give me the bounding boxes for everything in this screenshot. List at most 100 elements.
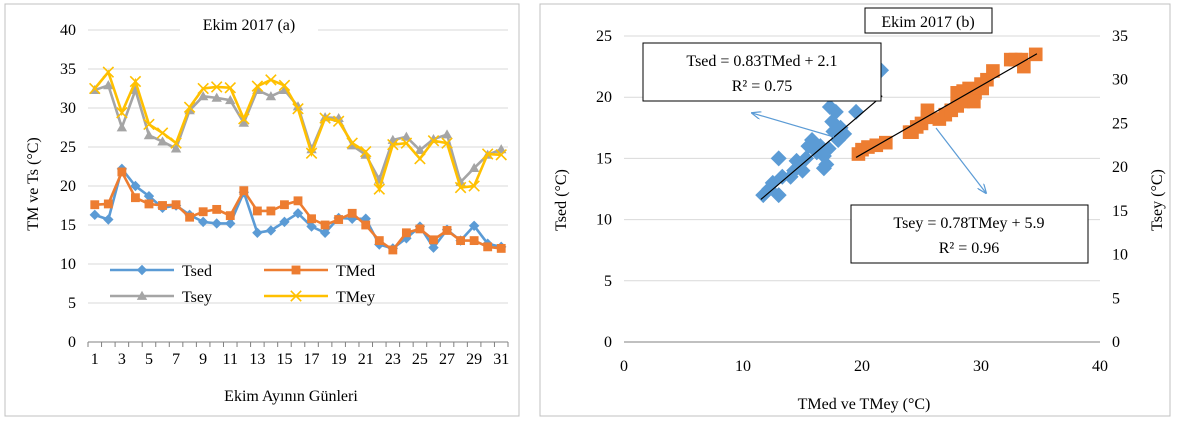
chart-a-title: Ekim 2017 (a) [203, 17, 295, 34]
data-point-tsey [496, 144, 507, 154]
data-point-tsey [225, 95, 236, 105]
y-tick-label-b: 10 [596, 212, 612, 229]
data-point-tsed [143, 190, 155, 202]
legend-marker-tmed [291, 265, 301, 275]
y2-tick-label-b: 20 [1112, 159, 1128, 176]
data-point-tsey [116, 122, 128, 132]
fit-r2-tsey: R² = 0.96 [939, 240, 1000, 257]
y2-tick-label-b: 0 [1112, 334, 1120, 351]
y-tick-label-a: 5 [68, 295, 76, 312]
data-point-tsed [468, 220, 480, 231]
data-point-tsey [143, 130, 155, 140]
x-tick-label-a: 17 [304, 351, 320, 368]
y-tick-label-b: 25 [596, 28, 612, 45]
x-tick-label-a: 29 [466, 351, 482, 368]
y-tick-label-a: 40 [60, 22, 76, 39]
x-tick-label-a: 27 [439, 351, 455, 368]
y2-tick-label-b: 35 [1112, 28, 1128, 45]
data-point-tmey [143, 118, 155, 131]
data-point-tmed [388, 245, 398, 255]
x-tick-label-a: 21 [358, 351, 374, 368]
data-point-tsey [967, 94, 981, 109]
data-point-tmey [116, 106, 128, 119]
data-point-tmed [415, 224, 425, 234]
data-point-tmed [307, 214, 316, 224]
callout-arrow-tsey [935, 127, 986, 193]
data-point-tsed [815, 147, 832, 164]
data-point-tsed [225, 218, 236, 229]
data-point-tsey [401, 131, 412, 141]
data-point-tmey [319, 112, 331, 124]
data-point-tmey [346, 137, 358, 149]
y2-tick-label-b: 15 [1112, 203, 1128, 220]
data-point-tsed [798, 150, 815, 167]
data-point-tmed [158, 201, 167, 210]
data-point-tmey [265, 74, 277, 86]
data-point-tmey [224, 81, 237, 94]
y-tick-label-a: 25 [60, 139, 76, 156]
data-point-tmed [198, 207, 208, 217]
data-point-tsed [89, 209, 100, 221]
data-point-tsed [103, 214, 114, 225]
data-point-tmey [251, 80, 264, 92]
x-tick-label-a: 15 [276, 351, 292, 368]
y2-tick-label-b: 30 [1112, 72, 1128, 89]
chart-a-ylabel: TM ve Ts (°C) [25, 137, 42, 230]
data-point-tmed [252, 206, 262, 216]
data-point-tsey [468, 162, 480, 172]
data-point-tsed [774, 168, 791, 185]
data-point-tmed [374, 236, 384, 246]
data-point-tmey [481, 148, 494, 160]
x-tick-label-b: 0 [620, 358, 628, 375]
fit-equation-tsey: Tsey = 0.78TMey + 5.9 [893, 215, 1044, 232]
data-point-tmed [293, 196, 303, 206]
trendline-1 [855, 53, 1038, 158]
data-point-tsey [920, 103, 935, 118]
legend-label-tmey: TMey [336, 289, 375, 306]
data-point-tmey [89, 82, 101, 95]
data-point-tmed [280, 200, 289, 210]
data-point-tmey [210, 81, 223, 93]
fit-r2-tsed: R² = 0.75 [732, 78, 793, 95]
data-point-tmey [292, 103, 304, 115]
data-point-tsey [292, 101, 304, 111]
legend-label-tsed: Tsed [182, 263, 212, 280]
x-tick-label-b: 40 [1092, 358, 1108, 375]
y-tick-label-a: 0 [68, 334, 76, 351]
x-tick-label-b: 30 [973, 358, 989, 375]
data-point-tmed [334, 215, 344, 224]
data-point-tsed [252, 227, 263, 238]
data-point-tsey [441, 129, 453, 139]
y-tick-label-a: 15 [60, 217, 76, 234]
x-tick-label-a: 25 [412, 351, 428, 368]
data-point-tmey [454, 181, 467, 194]
x-tick-label-a: 1 [91, 351, 99, 368]
x-tick-label-a: 11 [223, 351, 238, 368]
x-tick-label-a: 7 [172, 351, 180, 368]
legend-marker-tmey [290, 290, 302, 302]
chart-a-xlabel: Ekim Ayının Günleri [224, 388, 358, 405]
data-point-tsed [292, 208, 304, 219]
data-point-tsey [986, 64, 1000, 78]
chart-b-xlabel: TMed ve TMey (°C) [798, 396, 931, 413]
legend-label-tsey: Tsey [182, 289, 212, 306]
data-point-tmey [305, 147, 318, 160]
data-point-tmed [90, 200, 100, 210]
data-point-tmed [469, 236, 479, 246]
data-point-tmed [130, 193, 140, 203]
data-point-tsed [211, 218, 222, 229]
data-point-tmey [238, 113, 250, 125]
x-tick-label-a: 31 [493, 351, 509, 368]
data-point-tmed [496, 243, 506, 253]
y-tick-label-b: 15 [596, 150, 612, 167]
y2-tick-label-b: 25 [1112, 115, 1128, 132]
y2-tick-label-b: 10 [1112, 247, 1128, 264]
data-point-tsey [905, 125, 919, 139]
callout-arrow-tsed [752, 113, 835, 138]
chart-a-title-box [180, 12, 318, 36]
data-point-tmey [156, 127, 169, 139]
data-point-tsey [197, 91, 209, 101]
data-point-tmey [332, 115, 345, 128]
data-point-tmed [185, 212, 195, 222]
data-point-tmed [266, 206, 276, 216]
